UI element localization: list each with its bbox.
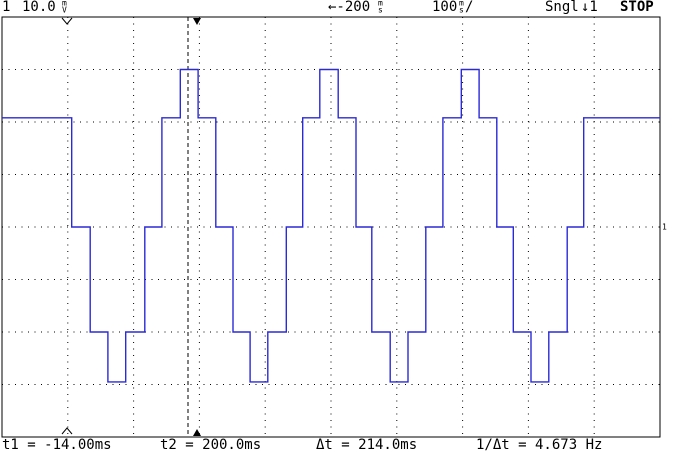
dt-readout: Δt = 214.0ms — [316, 437, 417, 452]
ground-marker: 1 — [662, 223, 667, 232]
inv-dt-readout: 1/Δt = 4.673 Hz — [476, 437, 602, 452]
cursor-t1-top-marker — [61, 17, 73, 25]
mode: Sngl — [545, 0, 579, 15]
timebase: 100 — [432, 0, 457, 15]
delay-unit-bottom: s — [378, 6, 383, 15]
trace — [2, 68, 660, 383]
channel: 1 — [2, 0, 10, 15]
timebase-suffix: / — [465, 0, 473, 15]
scale: 10.0 — [22, 0, 56, 15]
cursor-t1-bottom-marker — [61, 427, 73, 435]
timebase-unit-bottom: s — [459, 6, 464, 15]
trigger: ↓1 — [581, 0, 598, 15]
delay-unit-top: m — [378, 0, 383, 8]
timebase-unit-top: m — [459, 0, 464, 8]
t2-readout: t2 = 200.0ms — [160, 437, 261, 452]
t1-readout: t1 = -14.00ms — [2, 437, 112, 452]
scale-unit-bottom: V — [62, 6, 67, 15]
scale-unit-top: m — [62, 0, 67, 8]
cursor-t2-marker — [193, 429, 201, 436]
delay: ←-200 — [328, 0, 370, 15]
status: STOP — [620, 0, 654, 15]
trigger-marker — [193, 18, 201, 25]
